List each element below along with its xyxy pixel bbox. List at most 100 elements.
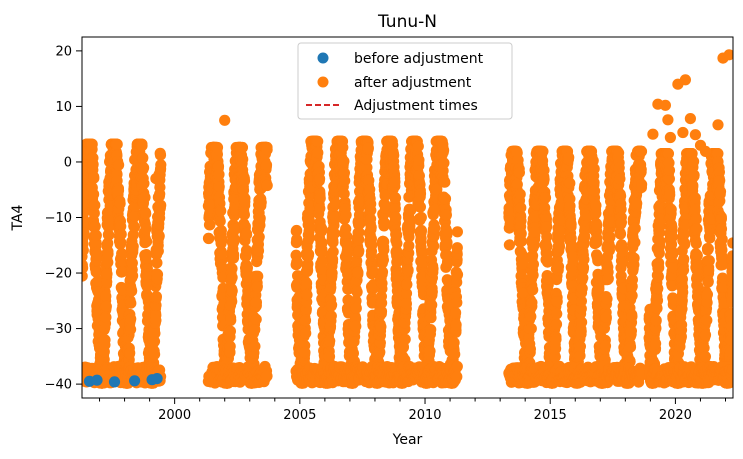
- after-adjustment-point: [142, 271, 154, 283]
- after-adjustment-point: [124, 347, 136, 359]
- after-adjustment-point: [451, 371, 463, 383]
- after-adjustment-point: [204, 219, 216, 231]
- after-adjustment-point: [112, 185, 125, 197]
- plot-data: [82, 49, 733, 389]
- after-adjustment-point: [252, 270, 264, 282]
- after-adjustment-point: [451, 226, 463, 238]
- after-adjustment-point: [591, 220, 603, 232]
- after-adjustment-point: [424, 345, 436, 357]
- after-adjustment-point: [542, 255, 554, 267]
- after-adjustment-point: [425, 324, 437, 336]
- after-adjustment-point: [301, 289, 313, 301]
- after-adjustment-point: [140, 208, 152, 220]
- after-adjustment-point: [261, 179, 273, 192]
- after-adjustment-point: [402, 264, 414, 276]
- after-adjustment-point: [449, 348, 461, 360]
- after-adjustment-point: [114, 198, 126, 210]
- after-adjustment-point: [291, 233, 303, 245]
- after-adjustment-point: [90, 229, 102, 241]
- after-adjustment-point: [412, 140, 424, 152]
- after-adjustment-point: [129, 210, 141, 222]
- after-adjustment-point: [415, 224, 427, 237]
- after-adjustment-point: [614, 228, 627, 240]
- after-adjustment-point: [515, 215, 527, 227]
- after-adjustment-point: [354, 218, 366, 230]
- after-adjustment-point: [565, 218, 577, 231]
- after-adjustment-point: [125, 313, 137, 325]
- after-adjustment-point: [401, 278, 413, 291]
- after-adjustment-point: [337, 141, 349, 153]
- after-adjustment-point: [564, 200, 576, 212]
- after-adjustment-point: [236, 141, 248, 154]
- after-adjustment-point: [529, 226, 541, 238]
- after-adjustment-point: [261, 370, 273, 382]
- after-adjustment-point: [211, 141, 224, 154]
- after-adjustment-point: [352, 266, 364, 279]
- after-adjustment-point: [88, 172, 100, 184]
- after-adjustment-point: [440, 209, 452, 221]
- after-adjustment-point: [576, 282, 588, 295]
- after-adjustment-point: [250, 313, 262, 325]
- after-adjustment-point: [239, 192, 251, 204]
- after-adjustment-point: [550, 318, 563, 330]
- after-adjustment-point: [323, 351, 336, 363]
- after-adjustment-point: [451, 269, 464, 281]
- after-adjustment-point: [629, 222, 641, 234]
- after-adjustment-point: [350, 302, 362, 314]
- after-adjustment-point: [390, 211, 402, 223]
- after-adjustment-point: [589, 185, 601, 197]
- after-adjustment-point: [203, 232, 215, 245]
- after-adjustment-point: [254, 212, 266, 224]
- after-adjustment-point: [253, 231, 265, 243]
- after-adjustment-point: [327, 246, 339, 258]
- after-adjustment-point: [525, 323, 537, 335]
- after-adjustment-point: [362, 142, 374, 154]
- after-adjustment-point: [438, 144, 450, 156]
- after-adjustment-point: [126, 285, 138, 297]
- after-adjustment-point: [213, 181, 225, 193]
- after-adjustment-point: [527, 284, 539, 296]
- after-adjustment-point: [341, 245, 353, 257]
- after-adjustment-point: [101, 276, 113, 288]
- after-adjustment-point: [438, 157, 450, 169]
- after-adjustment-point: [240, 244, 253, 256]
- after-adjustment-point: [88, 188, 100, 200]
- after-adjustment-point: [514, 188, 526, 200]
- after-adjustment-point: [255, 196, 267, 209]
- after-adjustment-point: [100, 300, 112, 312]
- after-adjustment-point: [303, 232, 315, 244]
- after-adjustment-point: [312, 135, 324, 147]
- after-adjustment-point: [138, 162, 150, 174]
- after-adjustment-point: [326, 267, 338, 279]
- after-adjustment-point: [237, 153, 249, 165]
- after-adjustment-point: [515, 202, 527, 214]
- after-adjustment-point: [631, 197, 643, 210]
- after-adjustment-point: [100, 290, 112, 302]
- after-adjustment-point: [590, 199, 602, 211]
- after-adjustment-point: [613, 147, 625, 159]
- after-adjustment-point: [615, 216, 628, 228]
- after-adjustment-point: [314, 192, 326, 204]
- after-adjustment-point: [624, 341, 637, 353]
- after-adjustment-point: [563, 151, 575, 164]
- after-adjustment-point: [238, 175, 251, 187]
- after-adjustment-point: [226, 295, 238, 308]
- after-adjustment-point: [576, 316, 588, 328]
- after-adjustment-point: [154, 181, 166, 193]
- after-adjustment-point: [301, 277, 313, 289]
- after-adjustment-point: [366, 239, 378, 251]
- after-adjustment-point: [140, 249, 152, 261]
- after-adjustment-point: [566, 241, 579, 253]
- after-adjustment-point: [325, 310, 337, 322]
- after-adjustment-point: [260, 159, 273, 171]
- after-adjustment-point: [527, 269, 539, 281]
- after-adjustment-point: [155, 159, 167, 171]
- after-adjustment-point: [82, 244, 89, 256]
- after-adjustment-point: [326, 299, 338, 311]
- after-adjustment-point: [154, 149, 167, 161]
- after-adjustment-point: [538, 173, 550, 185]
- after-adjustment-point: [350, 320, 362, 332]
- after-adjustment-point: [400, 298, 412, 310]
- after-adjustment-point: [450, 319, 462, 331]
- after-adjustment-point: [425, 312, 437, 324]
